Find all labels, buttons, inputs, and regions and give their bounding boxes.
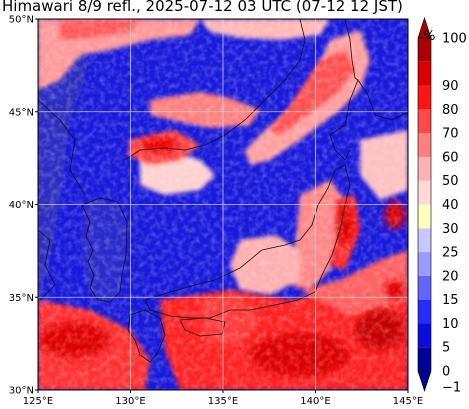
colorbar-tick-label: 70 (442, 127, 459, 142)
colorbar-tick-label: 20 (442, 269, 459, 284)
colorbar-segment (418, 323, 431, 348)
colorbar-segment (418, 38, 431, 62)
colorbar-segment (418, 299, 431, 324)
colorbar-segment (418, 347, 431, 371)
colorbar-segment (418, 228, 431, 253)
colorbar-unit-label: % (423, 29, 435, 44)
honshu-coastline (144, 164, 351, 319)
lat-tick-label: 40°N (9, 200, 34, 211)
hokkaido-coastline (329, 79, 408, 161)
colorbar-segment (418, 109, 431, 134)
colorbar-tick-label: 90 (442, 79, 459, 94)
lat-tick-label: 50°N (9, 15, 34, 26)
russia-coastline (124, 19, 306, 161)
lat-tick-label: 30°N (9, 386, 34, 397)
lon-tick-label: 145°E (393, 396, 423, 407)
colorbar-extend-low (417, 370, 432, 392)
colorbar-frame (417, 37, 432, 372)
colorbar-tick-label: 5 (442, 341, 450, 356)
colorbar-tick-label: 15 (442, 293, 459, 308)
colorbar-tick-label: 80 (442, 103, 459, 118)
sakhalin-coastline (344, 19, 359, 81)
lat-tick-label: 45°N (9, 107, 34, 118)
colorbar-segment (418, 156, 431, 181)
colorbar-segment (418, 252, 431, 276)
longitude-ticks: 125°E 130°E 135°E 140°E 145°E (23, 390, 423, 407)
lon-tick-label: 140°E (300, 396, 330, 407)
coastlines (38, 19, 408, 363)
colorbar-tick-label: 50 (442, 174, 459, 189)
colorbar-segment (418, 133, 431, 157)
kyushu-coastline (127, 309, 166, 363)
shikoku-coastline (179, 317, 226, 337)
colorbar: −10 5 10 15 20 25 30 40 50 60 70 80 90 100 (417, 17, 467, 396)
colorbar-tick-label: 40 (442, 198, 459, 213)
colorbar-tick-label: 25 (442, 246, 459, 261)
map-title: Himawari 8/9 refl., 2025-07-12 03 UTC (0… (2, 0, 403, 15)
latitude-ticks: 30°N 35°N 40°N 45°N 50°N (9, 15, 38, 397)
gridlines (38, 19, 408, 390)
colorbar-tick-label: 10 (442, 317, 459, 332)
colorbar-segment (418, 180, 431, 205)
colorbar-segment (418, 61, 431, 86)
colorbar-segment (418, 275, 431, 300)
mainland-coastline (38, 99, 86, 301)
lon-tick-label: 130°E (115, 396, 145, 407)
lon-tick-label: 125°E (23, 396, 53, 407)
colorbar-segment (418, 85, 431, 110)
colorbar-tick-label: 30 (442, 222, 459, 237)
colorbar-tick-label: −1 (442, 381, 461, 396)
lon-tick-label: 135°E (208, 396, 238, 407)
lat-tick-label: 35°N (9, 293, 34, 304)
colorbar-tick-label: 60 (442, 150, 459, 165)
colorbar-segment (418, 204, 431, 229)
colorbar-tick-label: 0 (442, 365, 450, 380)
korea-coastline (81, 197, 128, 303)
colorbar-tick-label: 100 (442, 32, 467, 47)
